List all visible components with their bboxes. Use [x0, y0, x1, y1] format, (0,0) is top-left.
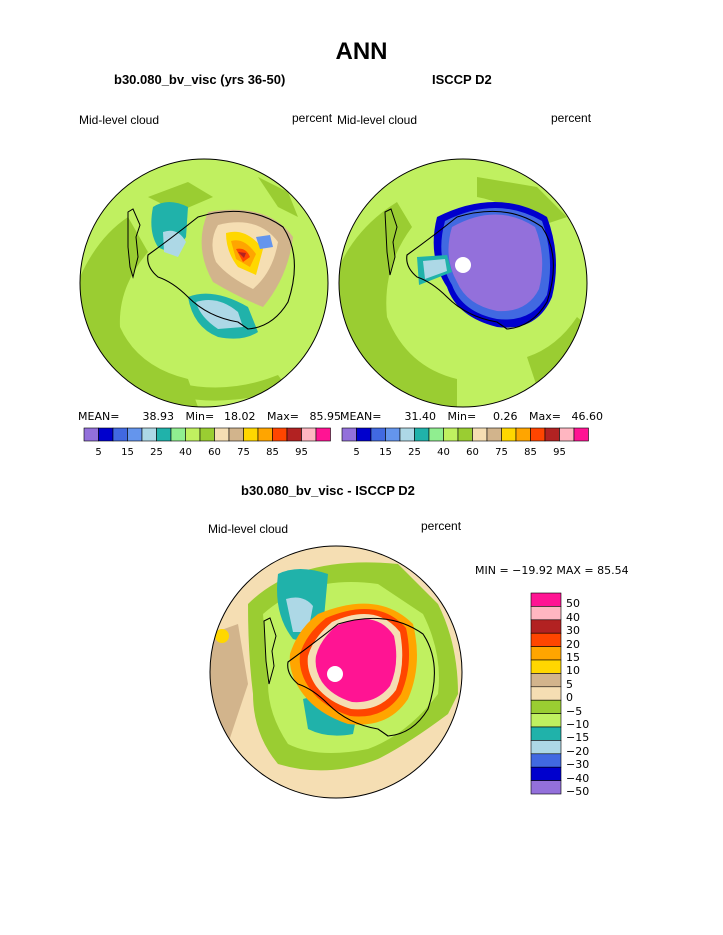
obs-colorbar-tick: 85: [524, 447, 537, 458]
diff-colorbar-swatch: [530, 699, 562, 714]
model-colorbar-tick: 60: [208, 447, 221, 458]
obs-colorbar-swatch: [573, 427, 589, 442]
model-colorbar-tick: 85: [266, 447, 279, 458]
diff-colorbar-swatch: [530, 606, 562, 621]
obs-colorbar-swatch: [544, 427, 560, 442]
model-colorbar-tick: 5: [95, 447, 101, 458]
diff-field-label: Mid-level cloud: [208, 522, 289, 536]
diff-colorbar-tick: 50: [566, 597, 580, 611]
diff-colorbar-tick: 20: [566, 637, 580, 651]
model-colorbar-swatch: [83, 427, 99, 442]
diff-units-label: percent: [421, 519, 462, 533]
obs-colorbar-swatch: [515, 427, 531, 442]
diff-colorbar-tick: 30: [566, 624, 580, 638]
model-colorbar-swatch: [127, 427, 143, 442]
obs-field-label: Mid-level cloud: [337, 113, 418, 127]
diff-colorbar-swatch: [530, 766, 562, 781]
page-title: ANN: [335, 38, 388, 65]
diff-colorbar-tick: −40: [566, 771, 590, 785]
obs-colorbar-swatch: [501, 427, 517, 442]
diff-colorbar-swatch: [530, 753, 562, 768]
model-colorbar-swatch: [228, 427, 244, 442]
diff-colorbar-tick: −50: [566, 785, 590, 798]
diff-colorbar-swatch: [530, 713, 562, 728]
diff-minmax: MIN = −19.92 MAX = 85.54: [475, 564, 629, 577]
obs-colorbar-swatch: [370, 427, 386, 442]
model-units-label: percent: [292, 111, 333, 125]
obs-colorbar-tick: 75: [495, 447, 508, 458]
obs-colorbar-tick: 95: [553, 447, 566, 458]
diff-colorbar-swatch: [530, 646, 562, 661]
obs-colorbar-swatch: [341, 427, 357, 442]
model-colorbar-tick: 75: [237, 447, 250, 458]
model-polar-map: [79, 158, 329, 408]
diff-colorbar-swatch: [530, 592, 562, 607]
model-colorbar-tick: 40: [179, 447, 192, 458]
model-colorbar-swatch: [272, 427, 288, 442]
obs-stats: MEAN= 31.40 Min= 0.26 Max= 46.60: [340, 410, 603, 423]
diff-colorbar-swatch: [530, 740, 562, 755]
model-colorbar-swatch: [199, 427, 215, 442]
diff-colorbar-tick: −20: [566, 744, 590, 758]
diff-colorbar-swatch: [530, 673, 562, 688]
model-colorbar-swatch: [185, 427, 201, 442]
model-colorbar-swatch: [112, 427, 128, 442]
model-colorbar-tick: 95: [295, 447, 308, 458]
obs-colorbar-swatch: [399, 427, 415, 442]
diff-colorbar-swatch: [530, 659, 562, 674]
obs-colorbar-swatch: [428, 427, 444, 442]
obs-colorbar-tick: 60: [466, 447, 479, 458]
obs-colorbar-swatch: [443, 427, 459, 442]
obs-colorbar-swatch: [414, 427, 430, 442]
diff-colorbar-swatch: [530, 780, 562, 795]
diff-colorbar: [530, 592, 562, 795]
model-colorbar-swatch: [257, 427, 273, 442]
obs-colorbar-swatch: [385, 427, 401, 442]
diff-colorbar-swatch: [530, 619, 562, 634]
diff-colorbar-tick: −10: [566, 718, 590, 731]
diff-colorbar-tick: −5: [566, 704, 583, 718]
diff-colorbar-tick: 40: [566, 610, 580, 624]
obs-colorbar-tick: 15: [379, 447, 392, 458]
model-colorbar-swatch: [141, 427, 157, 442]
obs-colorbar-swatch: [559, 427, 575, 442]
obs-colorbar-swatch: [486, 427, 502, 442]
obs-colorbar-swatch: [356, 427, 372, 442]
obs-polar-map: [338, 158, 588, 408]
obs-colorbar-swatch: [472, 427, 488, 442]
obs-panel-title: ISCCP D2: [432, 72, 492, 87]
model-colorbar-swatch: [286, 427, 302, 442]
model-colorbar-swatch: [214, 427, 230, 442]
model-panel-title: b30.080_bv_visc (yrs 36-50): [114, 72, 286, 87]
diff-panel-title: b30.080_bv_visc - ISCCP D2: [241, 483, 415, 498]
model-colorbar-swatch: [243, 427, 259, 442]
obs-colorbar-swatch: [530, 427, 546, 442]
model-colorbar-swatch: [170, 427, 186, 442]
diff-colorbar-tick: 5: [566, 677, 573, 691]
diff-colorbar-tick: 0: [566, 691, 573, 705]
model-colorbar-swatch: [98, 427, 114, 442]
model-colorbar-tick: 25: [150, 447, 163, 458]
model-colorbar: 5 15 25 40 60 75 85 95: [83, 427, 331, 458]
diff-colorbar-tick: 15: [566, 651, 580, 664]
obs-colorbar-swatch: [457, 427, 473, 442]
diff-colorbar-tick: −15: [566, 731, 590, 745]
diff-colorbar-swatch: [530, 632, 562, 647]
model-stats: MEAN= 38.93 Min= 18.02 Max= 85.95: [78, 410, 341, 423]
diff-colorbar-tick: −30: [566, 758, 590, 772]
diff-colorbar-swatch: [530, 686, 562, 701]
obs-colorbar-tick: 25: [408, 447, 421, 458]
obs-units-label: percent: [551, 111, 592, 125]
model-field-label: Mid-level cloud: [79, 113, 160, 127]
obs-colorbar-tick: 40: [437, 447, 450, 458]
model-colorbar-swatch: [156, 427, 172, 442]
diff-polar-map: [209, 545, 463, 799]
diff-colorbar-tick: 10: [566, 664, 580, 678]
obs-colorbar: 5 15 25 40 60 75 85 95: [341, 427, 589, 458]
model-colorbar-tick: 15: [121, 447, 134, 458]
obs-colorbar-tick: 5: [353, 447, 359, 458]
model-colorbar-swatch: [301, 427, 317, 442]
model-colorbar-swatch: [315, 427, 331, 442]
diff-colorbar-swatch: [530, 726, 562, 741]
